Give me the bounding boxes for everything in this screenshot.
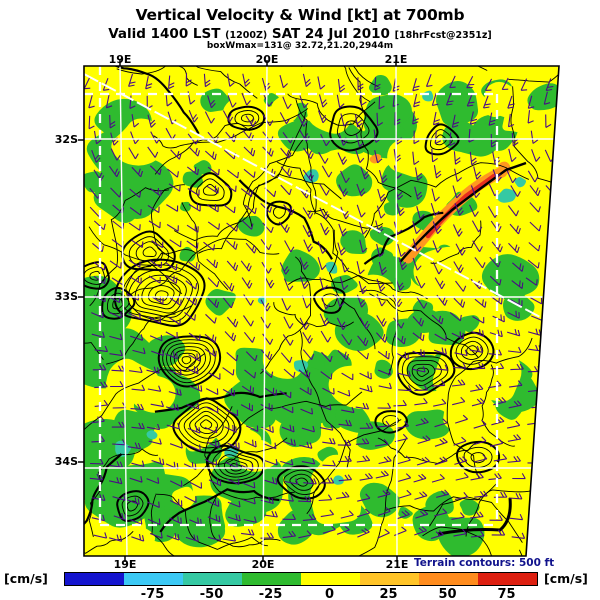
terrain-contours-note: Terrain contours: 500 ft: [414, 557, 555, 569]
x-axis-label-bottom: 21E: [385, 558, 409, 571]
colorbar-tick-label: -75: [140, 587, 165, 600]
colorbar-segment: [301, 573, 360, 585]
x-axis-label-top: 20E: [255, 53, 279, 66]
subdomain-dashed-box: [84, 66, 499, 527]
colorbar-tick-label: 25: [379, 587, 398, 600]
strong-sink-teal-patches: [115, 90, 527, 485]
colorbar-tick-label: 0: [324, 587, 335, 600]
map-border: [83, 65, 560, 557]
x-axis-label-top: 21E: [384, 53, 408, 66]
colorbar-unit-left: [cm/s]: [4, 571, 48, 586]
page-title: Vertical Velocity & Wind [kt] at 700mb: [135, 6, 465, 24]
colorbar-tick-label: 50: [438, 587, 457, 600]
colorbar-segment: [242, 573, 301, 585]
colorbar-tick-label: 75: [497, 587, 516, 600]
valid-date: SAT 24 Jul 2010: [271, 26, 390, 42]
colorbar-segment: [65, 573, 124, 585]
x-axis-label-bottom: 20E: [251, 558, 275, 571]
y-axis-label: 33S: [54, 290, 78, 303]
wind-barbs: [84, 73, 557, 542]
colorbar-segment: [478, 573, 537, 585]
colorbar-segment: [360, 573, 419, 585]
valid-time-line: Valid 1400 LST (1200Z) SAT 24 Jul 2010 […: [0, 26, 600, 42]
latlon-grid: [84, 66, 559, 556]
diagonal-line: [84, 73, 543, 319]
y-axis-label: 32S: [54, 133, 78, 146]
colorbar-segment: [124, 573, 183, 585]
colorbar-segment: [419, 573, 478, 585]
axis-ticks: [78, 60, 398, 562]
valid-utc: (1200Z): [225, 30, 268, 41]
colorbar-segment: [183, 573, 242, 585]
colorbar: [64, 572, 538, 586]
valid-prefix: Valid 1400 LST: [108, 26, 221, 42]
map-layers: [84, 66, 559, 556]
x-axis-label-top: 19E: [108, 53, 132, 66]
terrain-contours: [84, 66, 559, 556]
forecast-tag: [18hrFcst@2351z]: [394, 30, 492, 41]
x-axis-label-bottom: 19E: [113, 558, 137, 571]
colorbar-tick-label: -25: [258, 587, 283, 600]
colorbar-tick-label: -50: [199, 587, 224, 600]
y-axis-label: 34S: [54, 455, 78, 468]
wmax-annotation: boxWmax=131@ 32.72,21.20,2944m: [206, 41, 394, 51]
colorbar-unit-right: [cm/s]: [544, 571, 588, 586]
